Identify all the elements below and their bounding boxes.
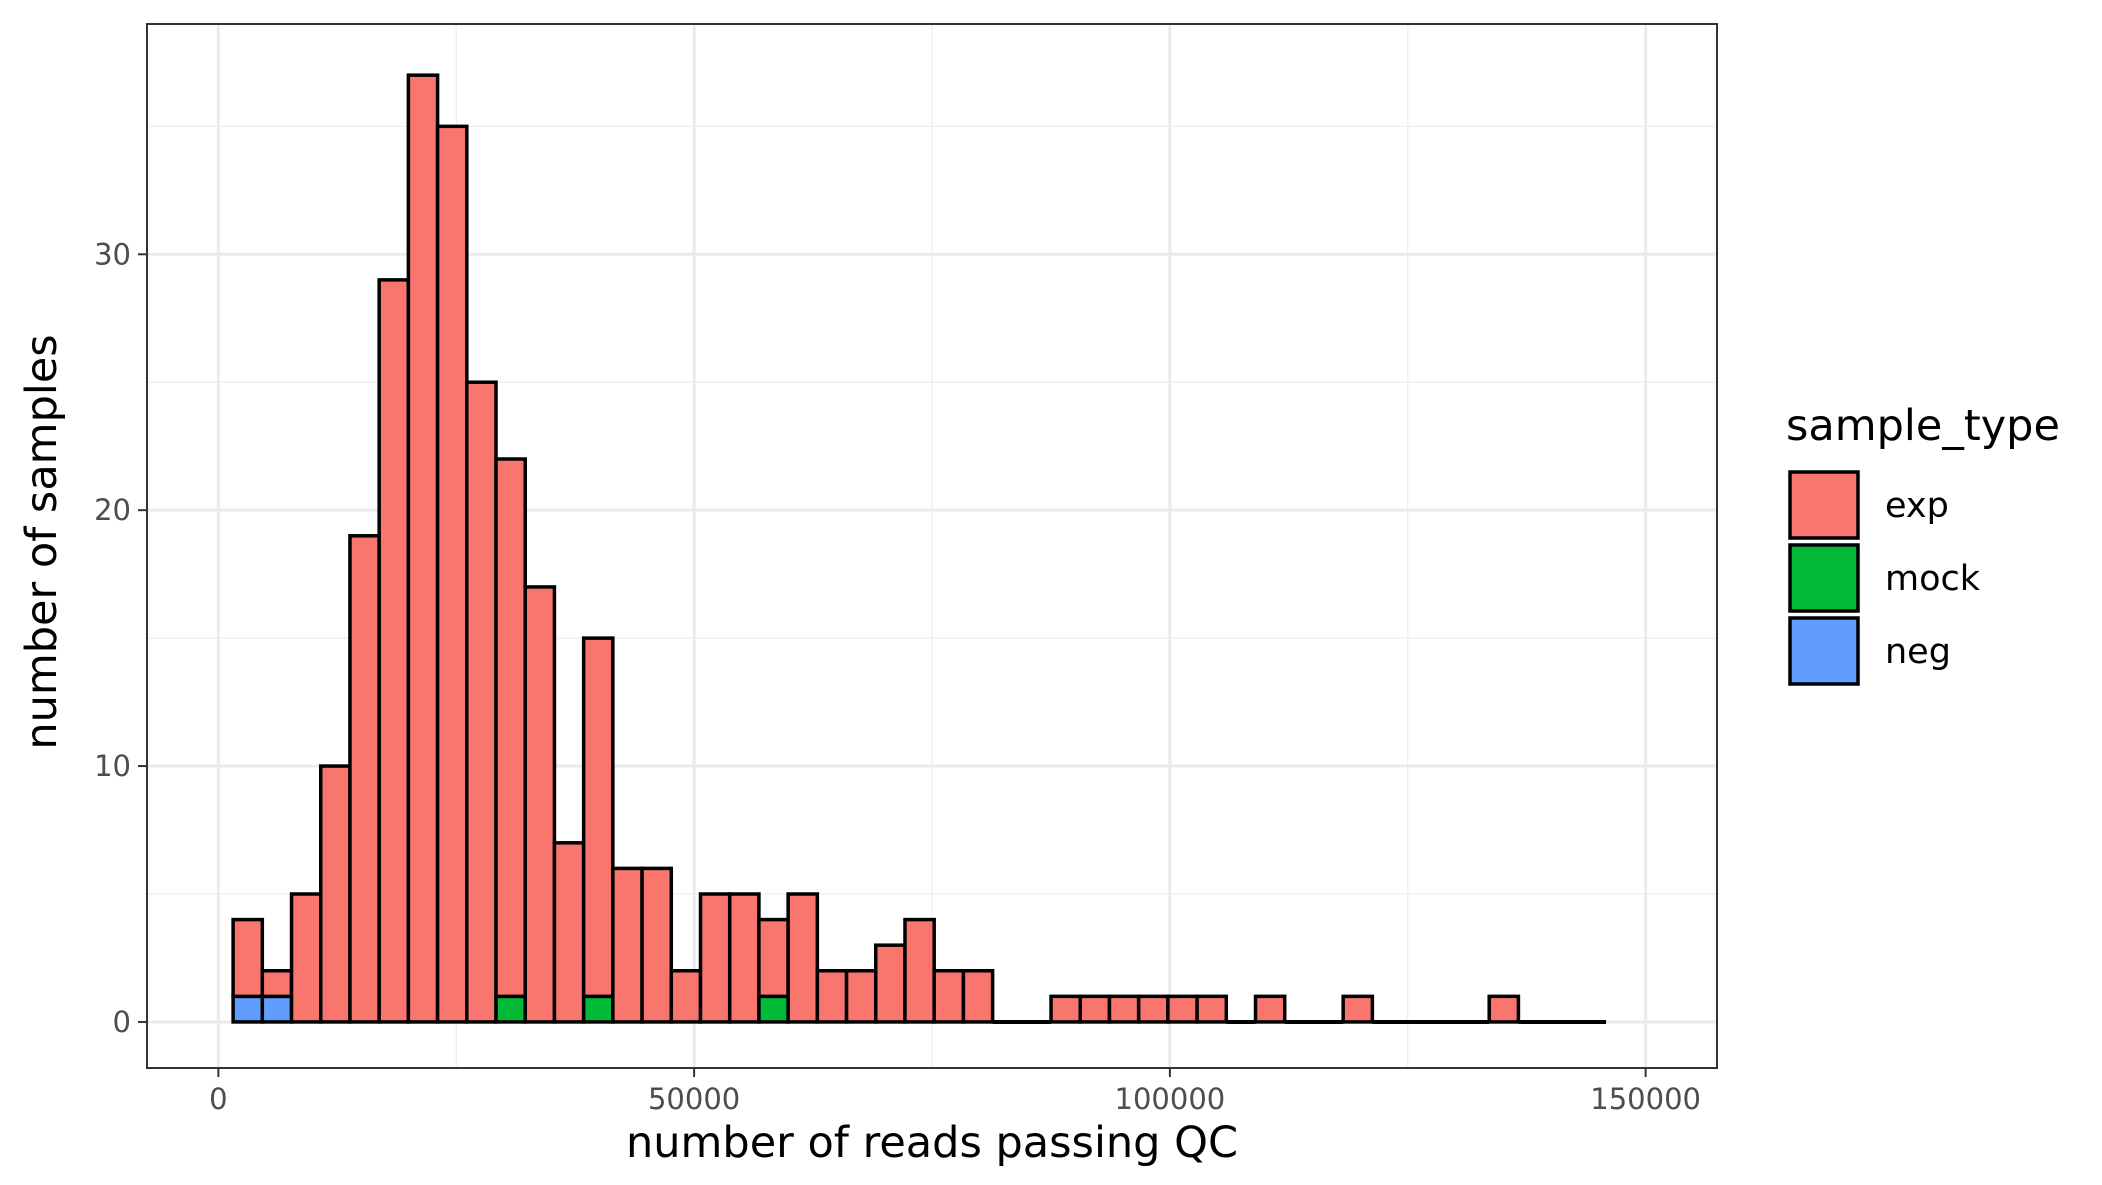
bar-exp (669, 969, 703, 1024)
bar-exp (406, 73, 440, 1024)
y-tick-label: 10 (94, 749, 131, 783)
legend-key-exp (1788, 470, 1860, 540)
legend-key-mock (1788, 543, 1860, 613)
bar-exp (494, 457, 527, 999)
legend-label-mock: mock (1885, 559, 1981, 599)
bar-exp (1049, 994, 1082, 1024)
bar-exp (640, 866, 674, 1024)
bar-exp (844, 969, 878, 1024)
bar-neg (231, 994, 265, 1024)
x-axis-title: number of reads passing QC (626, 1118, 1238, 1168)
bar-exp (581, 636, 615, 999)
bar-exp (318, 764, 352, 1024)
bar-exp (348, 534, 381, 1024)
legend-key-neg (1788, 616, 1860, 686)
bar-exp (523, 585, 557, 1024)
x-tick-label: 100000 (1115, 1082, 1226, 1116)
histogram-bars (231, 73, 1607, 1024)
legend-label-neg: neg (1885, 632, 1951, 672)
bar-exp (260, 969, 294, 999)
bar-exp (465, 380, 498, 1024)
bar-exp (1195, 994, 1229, 1024)
bar-mock (494, 994, 527, 1024)
bar-exp (727, 892, 761, 1024)
bar-exp (1166, 994, 1199, 1024)
bar-exp (757, 917, 790, 999)
bar-mock (581, 994, 615, 1024)
bar-neg (260, 994, 294, 1024)
bar-exp (961, 969, 995, 1024)
panel-border (146, 23, 1718, 1069)
x-tick-label: 150000 (1590, 1082, 1701, 1116)
bar-exp (1136, 994, 1170, 1024)
bar-exp (231, 917, 265, 999)
bar-exp (435, 124, 469, 1024)
bar-exp (903, 917, 936, 1024)
legend-label-exp: exp (1885, 486, 1949, 526)
bar-exp (1341, 994, 1375, 1024)
y-tick-label: 0 (113, 1005, 131, 1039)
bar-exp (611, 866, 644, 1024)
y-axis-ticks: 0 10 20 30 (94, 237, 147, 1039)
bar-exp (815, 969, 849, 1024)
x-tick-label: 0 (209, 1082, 227, 1116)
bar-exp (1107, 994, 1141, 1024)
bar-exp (289, 892, 323, 1024)
bar-exp (786, 892, 820, 1024)
bar-exp (377, 278, 411, 1024)
bar-exp (1487, 994, 1521, 1024)
bar-exp (874, 943, 907, 1024)
legend: sample_type exp mock neg (1786, 401, 2060, 686)
y-tick-label: 30 (94, 237, 131, 271)
bar-exp (552, 841, 586, 1024)
legend-title: sample_type (1786, 401, 2060, 451)
y-tick-label: 20 (94, 493, 131, 527)
bar-mock (757, 994, 790, 1024)
bar-exp (1078, 994, 1112, 1024)
bar-exp (698, 892, 732, 1024)
bar-exp (932, 969, 966, 1024)
x-tick-label: 50000 (648, 1082, 740, 1116)
bar-exp (1253, 994, 1287, 1024)
y-axis-title: number of samples (17, 334, 67, 749)
x-axis-ticks: 0 50000 100000 150000 (209, 1068, 1701, 1116)
